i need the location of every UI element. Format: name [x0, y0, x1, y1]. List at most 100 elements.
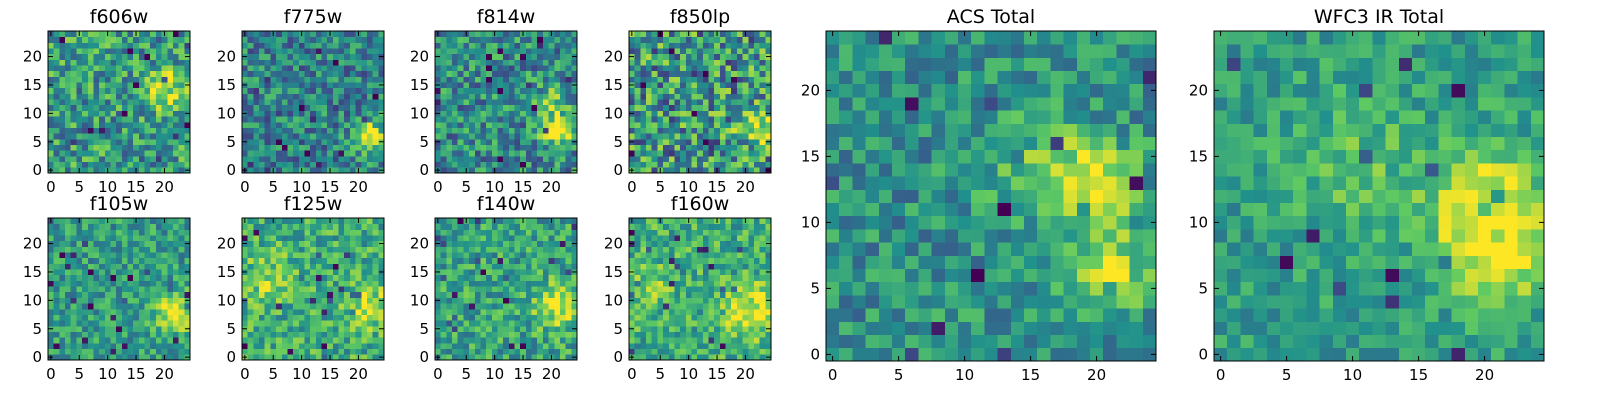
heatmap-cell — [708, 303, 715, 310]
heatmap-cell — [293, 274, 300, 281]
heatmap-cell — [548, 325, 555, 332]
heatmap-cell — [293, 252, 300, 259]
heatmap-cell — [332, 48, 339, 55]
heatmap-cell — [332, 303, 339, 310]
x-tick-label: 10 — [98, 178, 117, 196]
heatmap-cell — [178, 291, 185, 298]
heatmap-cell — [725, 314, 732, 321]
heatmap-cell — [663, 48, 670, 55]
heatmap-cell — [491, 133, 498, 140]
heatmap-cell — [270, 320, 277, 327]
heatmap-cell — [281, 223, 288, 230]
heatmap-cell — [525, 31, 532, 38]
heatmap-cell — [172, 308, 180, 315]
heatmap-cell — [691, 155, 698, 163]
heatmap-cell — [293, 342, 300, 350]
heatmap-cell — [685, 76, 692, 83]
heatmap-cell — [247, 257, 254, 264]
heatmap-cell — [355, 127, 362, 134]
heatmap-cell — [338, 87, 345, 94]
heatmap-cell — [150, 82, 157, 89]
heatmap-cell — [281, 240, 288, 247]
heatmap-cell — [452, 257, 459, 264]
heatmap-cell — [321, 99, 328, 106]
heatmap-cell — [446, 116, 453, 123]
heatmap-cell — [332, 286, 339, 293]
heatmap-cell — [435, 348, 442, 355]
heatmap-cell — [144, 82, 151, 89]
heatmap-cell — [697, 303, 704, 310]
heatmap-cell — [127, 161, 134, 168]
heatmap-cell — [657, 269, 664, 276]
heatmap-cell — [542, 53, 549, 60]
heatmap-cell — [270, 348, 277, 355]
heatmap-cell — [298, 104, 305, 111]
heatmap-cell — [542, 320, 549, 327]
heatmap-cell — [259, 127, 266, 134]
heatmap-cell — [759, 59, 766, 66]
heatmap-cell — [161, 257, 168, 264]
heatmap-cell — [315, 138, 322, 145]
heatmap-cell — [514, 82, 521, 89]
heatmap-cell — [253, 42, 260, 49]
heatmap-cell — [463, 104, 470, 111]
heatmap-cell — [520, 36, 527, 43]
heatmap-cell — [76, 70, 83, 77]
heatmap-cell — [310, 314, 317, 321]
heatmap-cell — [298, 65, 305, 72]
heatmap-cell — [155, 65, 162, 72]
heatmap-cell — [332, 297, 339, 304]
heatmap-cell — [531, 257, 538, 264]
heatmap-cell — [452, 223, 459, 230]
heatmap-cell — [172, 252, 180, 259]
heatmap-cell — [663, 297, 670, 304]
heatmap-cell — [116, 116, 123, 123]
heatmap-cell — [281, 348, 288, 355]
heatmap-cell — [548, 42, 555, 49]
heatmap-cell — [298, 240, 305, 247]
heatmap-cell — [87, 331, 94, 338]
heatmap-cell — [691, 342, 698, 350]
heatmap-cell — [440, 257, 447, 264]
heatmap-cell — [121, 223, 128, 230]
heatmap-cell — [680, 161, 687, 168]
heatmap-cell — [310, 257, 317, 264]
heatmap-cell — [327, 155, 334, 163]
heatmap-cell — [327, 263, 334, 270]
heatmap-cell — [731, 354, 738, 361]
heatmap-cell — [344, 229, 351, 236]
heatmap-cell — [93, 161, 100, 168]
heatmap-cell — [310, 93, 317, 100]
heatmap-cell — [70, 235, 77, 242]
heatmap-cell — [469, 354, 476, 361]
heatmap-cell — [338, 116, 345, 123]
heatmap-cell — [332, 314, 339, 321]
heatmap-cell — [520, 348, 527, 355]
heatmap-cell — [82, 354, 89, 361]
heatmap-cell — [172, 138, 180, 145]
heatmap-cell — [674, 116, 681, 123]
heatmap-cell — [491, 99, 498, 106]
heatmap-cell — [646, 116, 653, 123]
heatmap-cell — [525, 65, 532, 72]
heatmap-cell — [127, 337, 134, 344]
heatmap-cell — [110, 229, 117, 236]
heatmap-cell — [742, 348, 749, 355]
heatmap-cell — [99, 235, 106, 242]
heatmap-cell — [452, 325, 459, 332]
heatmap-cell — [548, 48, 555, 55]
heatmap-cell — [708, 280, 715, 287]
heatmap-cell — [99, 150, 106, 157]
heatmap-cell — [264, 337, 271, 344]
heatmap-cell — [53, 116, 60, 123]
heatmap-cell — [127, 82, 134, 89]
heatmap-cell — [344, 133, 351, 140]
heatmap-cell — [93, 240, 100, 247]
heatmap-cell — [138, 133, 145, 140]
heatmap-cell — [508, 303, 515, 310]
heatmap-cell — [298, 320, 305, 327]
heatmap-cell — [542, 155, 549, 163]
heatmap-cell — [259, 280, 266, 287]
heatmap-cell — [144, 70, 151, 77]
heatmap-cell — [310, 246, 317, 253]
